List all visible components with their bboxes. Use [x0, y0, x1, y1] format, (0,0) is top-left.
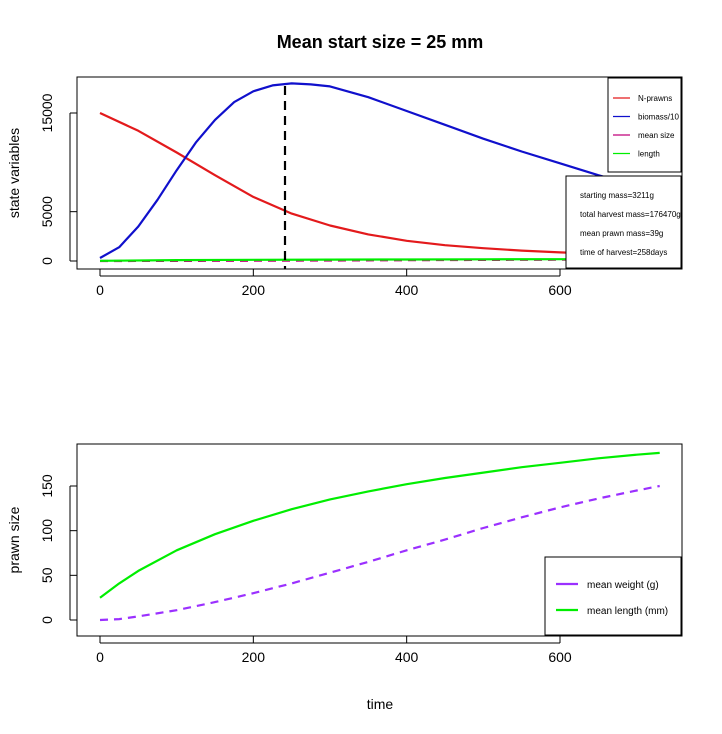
top-y-ticks: 0 5000 15000: [39, 93, 77, 265]
top-x-ticks: 0 200 400 600: [96, 269, 572, 298]
top-x-tick-label: 400: [395, 282, 419, 298]
bottom-y-tick-label: 100: [39, 519, 55, 543]
top-panel: 0 200 400 600 0 5000 15000 state variables N-…: [6, 76, 683, 298]
chart-title: Mean start size = 25 mm: [277, 32, 484, 52]
top-x-tick-label: 200: [242, 282, 266, 298]
top-plot-frame: [76, 76, 683, 270]
top-y-axis-label: state variables: [6, 128, 22, 218]
top-series-n-prawns: [99, 112, 637, 256]
top-series-lines: [99, 82, 637, 263]
total-harvest-mass-text: total harvest mass=176470g: [580, 210, 681, 219]
top-legend: N-prawns biomass/10 mean size length: [607, 77, 682, 173]
bottom-legend-label-mean-weight-g: mean weight (g): [587, 580, 659, 591]
bottom-legend-box: [544, 556, 682, 636]
bottom-series-mean-length-mm: [99, 451, 660, 599]
bottom-y-axis-label: prawn size: [6, 506, 22, 573]
bottom-x-ticks: 0 200 400 600: [96, 636, 572, 665]
top-y-tick-label: 5000: [39, 196, 55, 227]
mean-prawn-mass-text: mean prawn mass=39g: [580, 229, 663, 238]
bottom-series-lines: [99, 451, 660, 622]
top-y-tick-label: 15000: [39, 93, 55, 132]
time-of-harvest-text: time of harvest=258days: [580, 248, 667, 257]
bottom-y-tick-label: 150: [39, 474, 55, 498]
top-legend-label-length: length: [638, 150, 660, 159]
x-axis-label: time: [367, 696, 394, 712]
top-series-length: [99, 258, 637, 262]
bottom-panel: 0 200 400 600 0 50 100 150 time prawn size mea…: [6, 443, 683, 712]
bottom-plot-frame: [76, 443, 683, 637]
top-legend-box: [607, 77, 682, 173]
bottom-y-tick-label: 50: [39, 567, 55, 583]
harvest-info-box: starting mass=3211g total harvest mass=1…: [565, 175, 682, 269]
bottom-y-ticks: 0 50 100 150: [39, 474, 77, 624]
bottom-legend-label-mean-length-mm: mean length (mm): [587, 606, 668, 617]
top-x-tick-label: 600: [548, 282, 572, 298]
bottom-legend: mean weight (g) mean length (mm): [544, 556, 682, 636]
harvest-info-frame: [565, 175, 682, 269]
bottom-x-tick-label: 400: [395, 649, 419, 665]
bottom-y-tick-label: 0: [39, 616, 55, 624]
top-x-tick-label: 0: [96, 282, 104, 298]
top-legend-label-biomass-10: biomass/10: [638, 113, 679, 122]
top-series-biomass-10: [99, 82, 637, 259]
bottom-x-tick-label: 0: [96, 649, 104, 665]
top-legend-label-n-prawns: N-prawns: [638, 94, 672, 103]
starting-mass-text: starting mass=3211g: [580, 191, 654, 200]
bottom-x-tick-label: 600: [548, 649, 572, 665]
bottom-x-tick-label: 200: [242, 649, 266, 665]
top-y-tick-label: 0: [39, 257, 55, 265]
top-legend-label-mean-size: mean size: [638, 131, 675, 140]
